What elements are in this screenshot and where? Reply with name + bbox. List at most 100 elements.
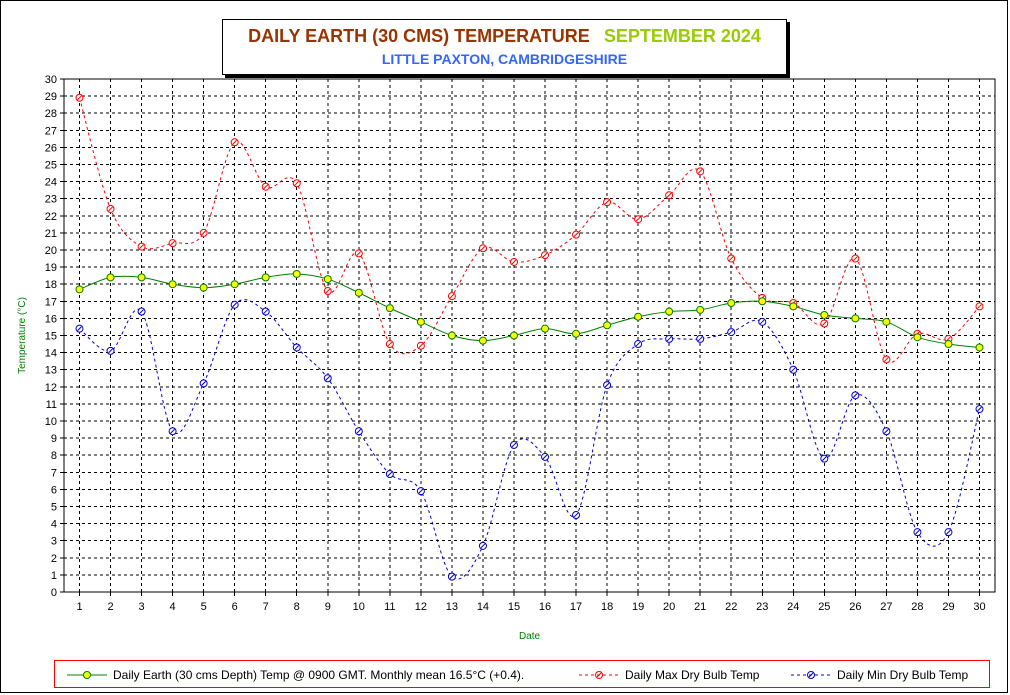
x-tick-label: 8 <box>294 601 300 613</box>
x-axis-label: Date <box>519 631 541 642</box>
data-point-mark-min <box>108 348 113 354</box>
y-tick-label: 23 <box>45 194 57 206</box>
y-tick-label: 30 <box>45 74 57 86</box>
x-tick-label: 12 <box>415 601 427 613</box>
data-point-mark-min <box>325 375 331 381</box>
data-point-earth <box>758 297 767 306</box>
data-point-earth <box>944 340 953 349</box>
legend-item-max: Daily Max Dry Bulb Temp <box>577 667 792 683</box>
data-point-mark-min <box>604 382 610 388</box>
data-point-mark-min <box>573 512 579 518</box>
y-tick-label: 27 <box>45 125 57 137</box>
x-tick-label: 6 <box>232 601 238 613</box>
x-tick-label: 10 <box>353 601 365 613</box>
data-point-earth <box>572 329 581 338</box>
legend-item-earth: Daily Earth (30 cms Depth) Temp @ 0900 G… <box>65 667 575 683</box>
y-tick-label: 0 <box>51 587 57 599</box>
x-tick-label: 19 <box>632 601 644 613</box>
data-point-mark-min <box>356 428 362 434</box>
x-tick-label: 17 <box>570 601 582 613</box>
data-point-mark-min <box>232 302 238 308</box>
data-point-earth <box>509 331 518 340</box>
data-point-mark-max <box>697 168 703 174</box>
data-point-mark-max <box>821 321 827 326</box>
data-point-mark-max <box>77 95 82 101</box>
data-point-mark-min <box>915 529 920 535</box>
data-point-earth <box>975 343 984 352</box>
y-tick-label: 1 <box>51 570 57 582</box>
data-point-mark-max <box>356 251 362 256</box>
y-tick-label: 11 <box>46 399 57 411</box>
data-point-mark-max <box>946 336 951 342</box>
data-point-mark-max <box>542 252 548 258</box>
data-point-earth <box>354 288 363 297</box>
y-tick-label: 20 <box>45 245 57 257</box>
y-tick-label: 5 <box>51 502 57 514</box>
data-point-mark-min <box>139 309 144 314</box>
data-point-earth <box>447 331 456 340</box>
y-tick-label: 19 <box>45 262 57 274</box>
data-point-earth <box>851 314 860 323</box>
data-point-mark-max <box>604 199 610 205</box>
data-point-mark-max <box>387 341 393 347</box>
legend-label-max: Daily Max Dry Bulb Temp <box>625 668 760 682</box>
data-point-mark-max <box>139 244 144 249</box>
x-tick-label: 2 <box>107 601 113 613</box>
x-tick-label: 18 <box>601 601 613 613</box>
y-tick-label: 22 <box>45 211 57 223</box>
y-tick-label: 10 <box>45 416 57 428</box>
data-point-mark-max <box>977 304 982 309</box>
x-tick-label: 5 <box>201 601 207 613</box>
y-tick-label: 17 <box>45 296 57 308</box>
legend-item-min: Daily Min Dry Bulb Temp <box>789 667 989 683</box>
data-point-mark-min <box>946 529 951 535</box>
title-month: SEPTEMBER 2024 <box>603 26 761 46</box>
legend-label-min: Daily Min Dry Bulb Temp <box>837 668 969 682</box>
x-tick-label: 20 <box>663 601 675 613</box>
data-point-earth <box>789 302 798 311</box>
data-point-earth <box>603 321 612 330</box>
data-point-mark-max <box>294 180 300 186</box>
y-tick-label: 8 <box>51 450 57 462</box>
x-tick-label: 25 <box>818 601 830 613</box>
data-point-mark-max <box>666 192 672 198</box>
data-point-mark-min <box>697 336 703 342</box>
legend-label-earth: Daily Earth (30 cms Depth) Temp @ 0900 G… <box>113 668 525 682</box>
y-tick-label: 21 <box>45 228 57 240</box>
x-tick-label: 13 <box>446 601 458 613</box>
data-point-earth <box>106 273 115 282</box>
data-point-earth <box>385 304 394 313</box>
data-point-mark-max <box>635 216 641 222</box>
x-tick-label: 24 <box>787 601 799 613</box>
y-tick-label: 3 <box>51 536 57 548</box>
series-line-min <box>79 299 980 580</box>
data-point-earth <box>665 307 674 316</box>
data-point-mark-min <box>480 543 486 549</box>
x-tick-label: 14 <box>477 601 489 613</box>
data-point-earth <box>416 317 425 326</box>
x-tick-label: 29 <box>942 601 954 613</box>
data-point-mark-min <box>449 574 455 579</box>
x-tick-label: 3 <box>139 601 145 613</box>
data-point-mark-min <box>790 367 796 373</box>
data-point-mark-max <box>232 139 238 145</box>
y-tick-label: 14 <box>45 348 57 360</box>
x-tick-label: 7 <box>263 601 269 613</box>
y-tick-label: 15 <box>45 331 57 343</box>
data-point-mark-min <box>759 319 765 325</box>
data-point-earth <box>478 336 487 345</box>
legend-swatch-earth <box>67 671 107 679</box>
y-tick-label: 2 <box>51 553 57 565</box>
data-point-mark-min <box>542 454 548 460</box>
y-tick-label: 16 <box>45 313 57 325</box>
data-point-earth <box>820 310 829 319</box>
chart-subtitle: LITTLE PAXTON, CAMBRIDGESHIRE <box>381 51 628 67</box>
legend-swatch-min <box>791 671 831 679</box>
data-point-mark-min <box>77 326 82 332</box>
y-tick-label: 4 <box>51 519 57 531</box>
title-main: DAILY EARTH (30 CMS) TEMPERATURE <box>248 26 590 46</box>
x-tick-label: 26 <box>849 601 861 613</box>
y-tick-label: 26 <box>45 142 57 154</box>
x-tick-label: 4 <box>170 601 176 613</box>
